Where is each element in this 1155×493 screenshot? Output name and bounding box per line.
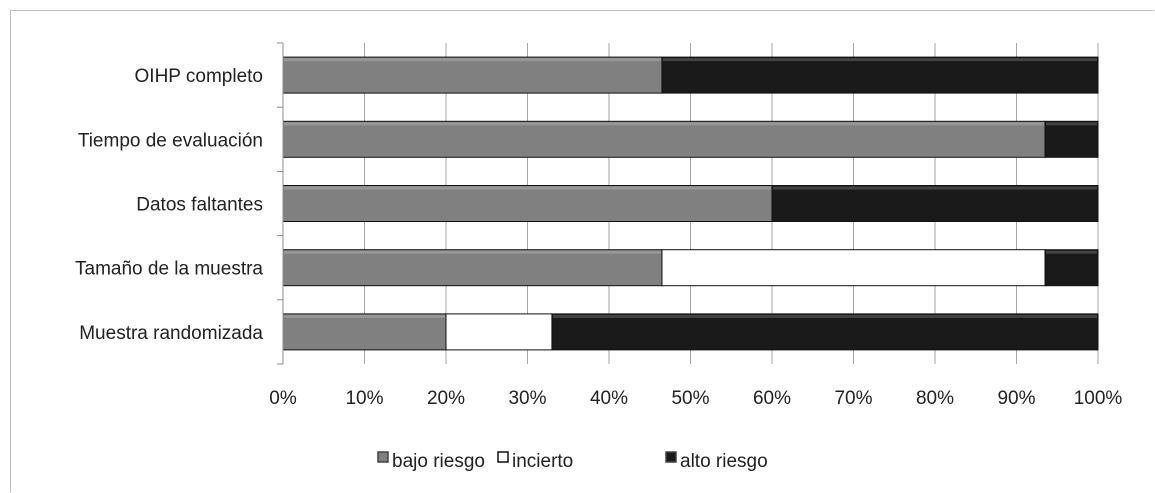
legend-label-alto-riesgo: alto riesgo xyxy=(680,451,768,472)
category-labels: OIHP completo Tiempo de evaluación Datos f… xyxy=(75,66,263,344)
legend-swatch-alto-riesgo xyxy=(665,451,677,463)
legend-label-incierto: incierto xyxy=(512,451,573,472)
x-tick-label: 90% xyxy=(997,388,1035,409)
bar-highlight xyxy=(284,250,661,254)
legend-label-bajo-riesgo: bajo riesgo xyxy=(392,451,485,472)
x-tick-label: 100% xyxy=(1074,388,1123,409)
bar-alto-riesgo-tiempo-de-evaluacion xyxy=(1044,120,1099,158)
category-label: Muestra randomizada xyxy=(79,323,263,344)
bar-bajo-riesgo-oihp-completo xyxy=(282,56,663,94)
x-tick-label: 60% xyxy=(753,388,791,409)
category-label: OIHP completo xyxy=(135,66,263,87)
axes xyxy=(277,42,284,365)
bar-alto-riesgo-datos-faltantes xyxy=(771,185,1099,222)
x-tick-labels: 0% 10% 20% 30% 40% 50% 60% 70% 80% 90% 100% xyxy=(269,388,1122,409)
category-label: Datos faltantes xyxy=(136,195,263,216)
bar-incierto-tamano-de-la-muestra xyxy=(661,249,1046,287)
category-label: Tiempo de evaluación xyxy=(78,130,263,151)
bar-highlight xyxy=(552,314,1097,318)
bar-highlight xyxy=(662,58,1097,62)
bar-highlight xyxy=(284,314,445,318)
bar-alto-riesgo-tamano-de-la-muestra xyxy=(1044,249,1099,287)
x-tick-label: 0% xyxy=(269,388,297,409)
bar-bajo-riesgo-tiempo-de-evaluacion xyxy=(282,120,1046,158)
x-tick-label: 70% xyxy=(834,388,872,409)
bar-bajo-riesgo-muestra-randomizada xyxy=(282,313,447,351)
bar-highlight xyxy=(1046,250,1097,254)
bar-bajo-riesgo-datos-faltantes xyxy=(282,185,773,222)
bar-highlight xyxy=(1046,122,1097,126)
bars xyxy=(282,56,1099,351)
legend-swatch-bajo-riesgo xyxy=(377,451,389,463)
bar-highlight xyxy=(284,122,1045,126)
legend-swatch-incierto xyxy=(497,451,509,463)
chart-frame xyxy=(10,10,1154,492)
legend: bajo riesgo incierto alto riesgo xyxy=(377,451,768,472)
x-tick-label: 50% xyxy=(671,388,709,409)
bar-highlight xyxy=(284,186,771,190)
bar-highlight xyxy=(284,58,661,62)
bar-incierto-muestra-randomizada xyxy=(445,313,553,351)
x-tick-label: 30% xyxy=(508,388,546,409)
x-tick-label: 20% xyxy=(427,388,465,409)
bar-highlight xyxy=(773,186,1097,190)
bar-alto-riesgo-muestra-randomizada xyxy=(551,313,1099,351)
x-tick-label: 10% xyxy=(345,388,383,409)
x-tick-label: 40% xyxy=(590,388,628,409)
bar-alto-riesgo-oihp-completo xyxy=(661,56,1099,94)
x-tick-label: 80% xyxy=(916,388,954,409)
bar-bajo-riesgo-tamano-de-la-muestra xyxy=(282,249,663,287)
category-label: Tamaño de la muestra xyxy=(75,259,263,280)
